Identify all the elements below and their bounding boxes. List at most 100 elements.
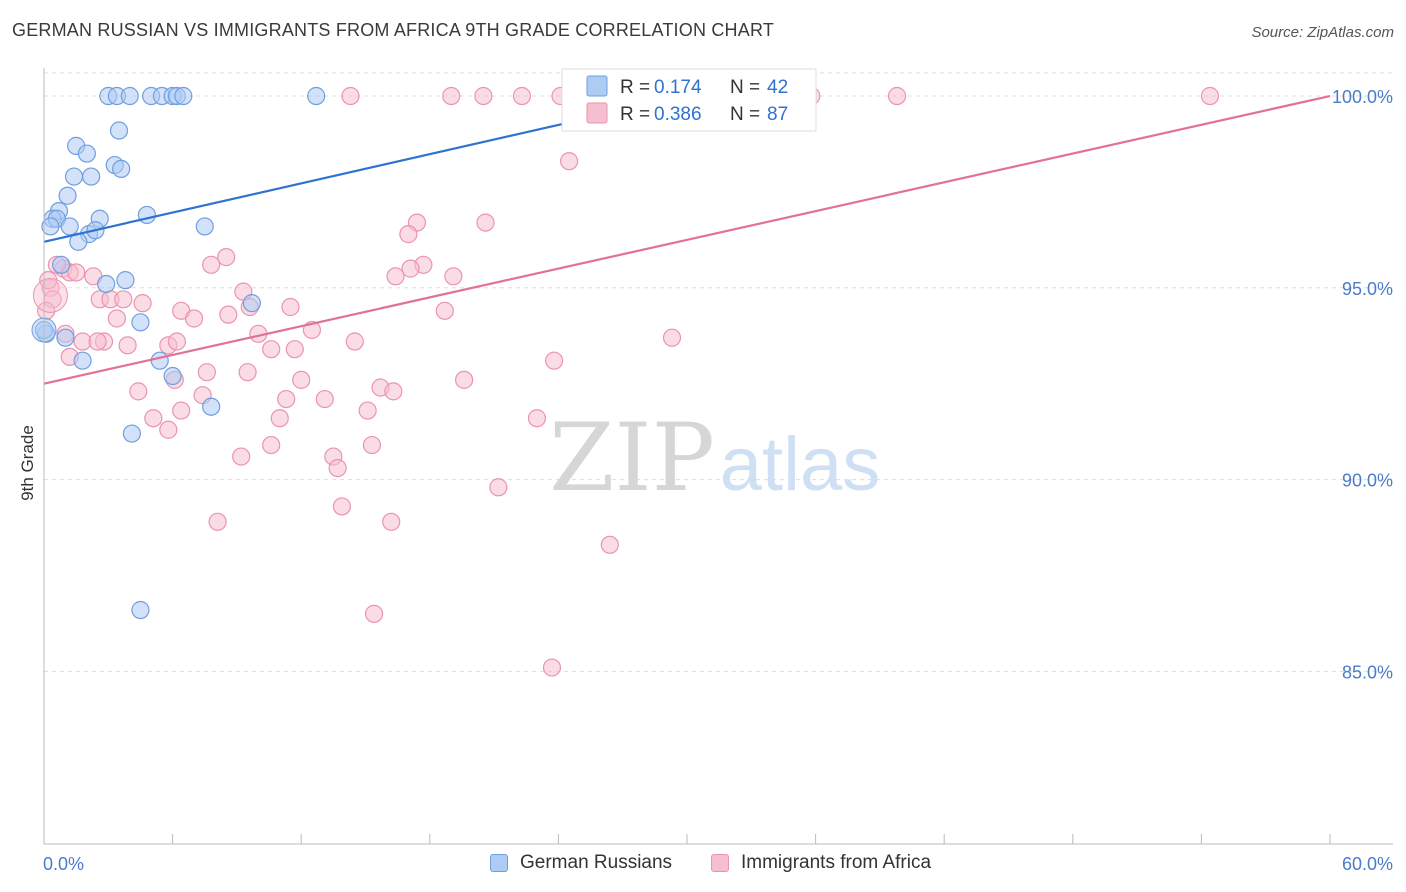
source-credit: Source: ZipAtlas.com (1251, 24, 1394, 41)
data-point (133, 294, 152, 313)
data-point (114, 290, 133, 309)
chart-title: GERMAN RUSSIAN VS IMMIGRANTS FROM AFRICA… (12, 20, 775, 40)
data-point (238, 363, 257, 382)
data-point (277, 389, 296, 409)
series-german-russians (31, 86, 326, 620)
data-point (60, 217, 79, 236)
data-point (131, 313, 150, 332)
data-point (41, 217, 60, 236)
data-point (131, 600, 150, 620)
data-point (118, 336, 137, 355)
data-point (159, 420, 178, 439)
legend-n-label: N = (730, 104, 760, 125)
legend-swatch-blue (586, 75, 608, 97)
data-point (144, 409, 163, 428)
data-point (67, 263, 86, 282)
data-point (358, 401, 377, 420)
data-point (52, 255, 71, 274)
data-point (341, 86, 360, 106)
legend-item-immigrants-from-africa: Immigrants from Africa (711, 852, 931, 874)
data-point (332, 497, 352, 516)
y-tick-label: 85.0% (1342, 662, 1393, 682)
watermark-atlas: atlas (720, 422, 881, 507)
y-tick-label: 90.0% (1342, 471, 1393, 491)
data-point (167, 332, 186, 351)
legend-swatch-pink (586, 102, 608, 124)
data-point (362, 435, 382, 455)
legend-r-label: R = (620, 77, 650, 98)
trendline-german-russians (43, 114, 602, 243)
data-point (217, 248, 236, 267)
data-point (292, 370, 311, 389)
data-point (887, 86, 907, 106)
data-point (285, 340, 304, 359)
data-point (662, 328, 682, 347)
data-point (174, 86, 193, 106)
data-point (512, 86, 532, 106)
trendlines (43, 94, 1331, 385)
data-point (73, 351, 92, 370)
data-point (112, 159, 131, 178)
data-point (97, 274, 116, 294)
legend-item-german-russians: German Russians (490, 852, 672, 874)
data-point (399, 225, 418, 244)
data-point (384, 382, 403, 401)
data-point (77, 144, 96, 163)
legend-swatch-blue (490, 854, 508, 872)
data-point (262, 435, 281, 455)
x-tick-label-min: 0.0% (43, 854, 84, 874)
data-point (489, 478, 508, 497)
data-point (242, 294, 262, 313)
data-point (116, 271, 135, 290)
data-point (262, 340, 281, 359)
data-point (401, 259, 420, 278)
stats-legend: R = 0.174 N = 42 R = 0.386 N = 87 (561, 68, 817, 132)
trendline-immigrants-from-africa (43, 94, 1331, 385)
data-point (88, 332, 107, 351)
data-point (163, 366, 182, 386)
data-point (435, 301, 454, 320)
data-point (542, 658, 562, 677)
data-point (208, 512, 227, 531)
data-point (58, 186, 77, 205)
data-point (476, 213, 495, 232)
legend-label: German Russians (520, 852, 673, 873)
legend-swatch-pink (711, 854, 729, 872)
data-point (454, 370, 474, 389)
y-tick-labels: 85.0% 90.0% 95.0% 100.0% (1332, 87, 1393, 682)
data-point (202, 397, 221, 416)
data-point (560, 152, 579, 171)
watermark-zip: ZIP (549, 404, 715, 513)
legend-r-label: R = (620, 104, 650, 125)
data-point (219, 305, 238, 324)
data-point (64, 167, 84, 186)
data-point (129, 382, 148, 401)
data-point (442, 86, 461, 106)
data-point (184, 309, 204, 328)
legend-n-value: 42 (767, 77, 788, 98)
x-tick-label-max: 60.0% (1342, 854, 1393, 874)
data-point (107, 309, 126, 328)
legend-n-label: N = (730, 77, 760, 98)
data-point (270, 409, 289, 428)
data-point (307, 86, 326, 106)
data-point (444, 267, 463, 286)
y-tick-label: 95.0% (1342, 279, 1393, 299)
data-point (195, 217, 214, 236)
legend-label: Immigrants from Africa (741, 852, 932, 873)
y-axis-title: 9th Grade (18, 425, 37, 501)
series-legend: German Russians Immigrants from Africa (0, 852, 1406, 880)
data-point (527, 409, 547, 428)
data-point (328, 458, 347, 478)
data-point (545, 351, 564, 370)
data-point (474, 86, 493, 106)
data-point (382, 512, 401, 531)
data-point (172, 401, 191, 420)
legend-n-value: 87 (767, 104, 788, 125)
data-point (345, 332, 364, 351)
axes (43, 68, 1393, 845)
series-immigrants-from-africa (32, 86, 1220, 677)
data-point (281, 297, 300, 317)
legend-r-value: 0.174 (654, 77, 702, 98)
